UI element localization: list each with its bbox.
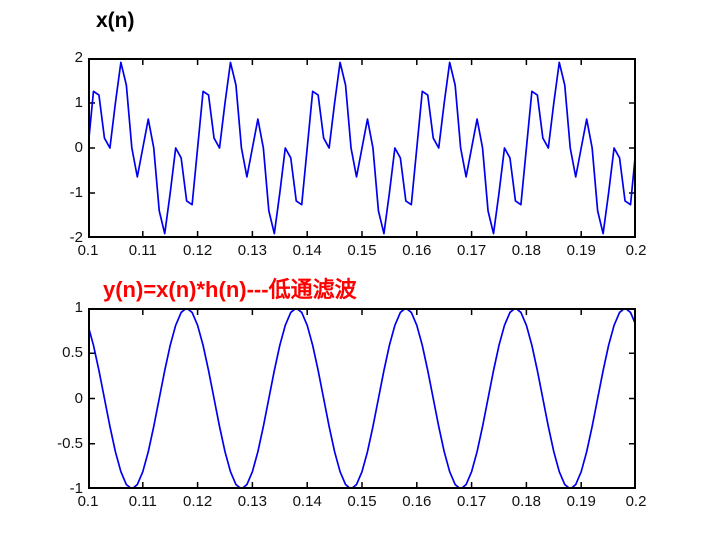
bottom-plot-xtick-label: 0.19 [566, 493, 596, 510]
top-plot-signal-trace [88, 61, 636, 235]
bottom-plot-ytick-label: -0.5 [57, 434, 83, 452]
top-plot-xtick-label: 0.1 [77, 242, 99, 259]
top-plot-ytick-label: 2 [74, 49, 83, 66]
bottom-plot-xtick-label: 0.15 [347, 493, 377, 510]
bottom-plot-title: y(n)=x(n)*h(n)---低通滤波 [103, 277, 357, 302]
bottom-plot-ytick-label: -1 [69, 480, 83, 497]
bottom-plot-xtick-label: 0.11 [128, 493, 157, 510]
bottom-plot-xtick-label: 0.13 [237, 493, 267, 510]
bottom-plot-tick-marks [88, 308, 636, 489]
bottom-plot-axes-border [88, 308, 636, 489]
top-plot-ytick-label: 1 [74, 94, 83, 111]
bottom-plot-canvas [88, 308, 636, 489]
bottom-plot-ytick-label: 0 [74, 389, 83, 407]
bottom-plot-xtick-label: 0.18 [511, 493, 541, 510]
top-plot-xtick-label: 0.12 [182, 242, 213, 259]
top-plot-ytick-label: -1 [69, 184, 83, 201]
bottom-plot [88, 308, 636, 489]
bottom-plot-xtick-label: 0.1 [77, 493, 99, 510]
bottom-plot-ytick-label: 0.5 [62, 344, 83, 362]
top-plot-title: x(n) [96, 9, 135, 32]
top-plot-xtick-label: 0.11 [128, 242, 157, 259]
top-plot-xtick-label: 0.15 [347, 242, 377, 259]
top-plot-xtick-label: 0.18 [511, 242, 541, 259]
top-plot-ytick-label: -2 [69, 229, 83, 246]
top-plot-canvas [88, 58, 636, 238]
bottom-plot-xtick-label: 0.12 [182, 493, 213, 510]
top-plot-xtick-label: 0.14 [292, 242, 322, 259]
bottom-plot-xtick-label: 0.2 [625, 493, 647, 510]
bottom-plot-xtick-label: 0.16 [402, 493, 432, 510]
top-plot-xtick-label: 0.17 [456, 242, 487, 259]
top-plot-xtick-label: 0.13 [237, 242, 267, 259]
bottom-plot-xtick-label: 0.17 [456, 493, 487, 510]
top-plot-axes-border [88, 58, 636, 238]
bottom-plot-signal-trace [88, 308, 636, 489]
top-plot [88, 58, 636, 238]
top-plot-xtick-label: 0.16 [402, 242, 432, 259]
top-plot-xtick-label: 0.2 [625, 242, 647, 259]
bottom-plot-xtick-label: 0.14 [292, 493, 322, 510]
top-plot-ytick-label: 0 [74, 139, 83, 156]
top-plot-xtick-label: 0.19 [566, 242, 596, 259]
bottom-plot-ytick-label: 1 [74, 299, 83, 316]
